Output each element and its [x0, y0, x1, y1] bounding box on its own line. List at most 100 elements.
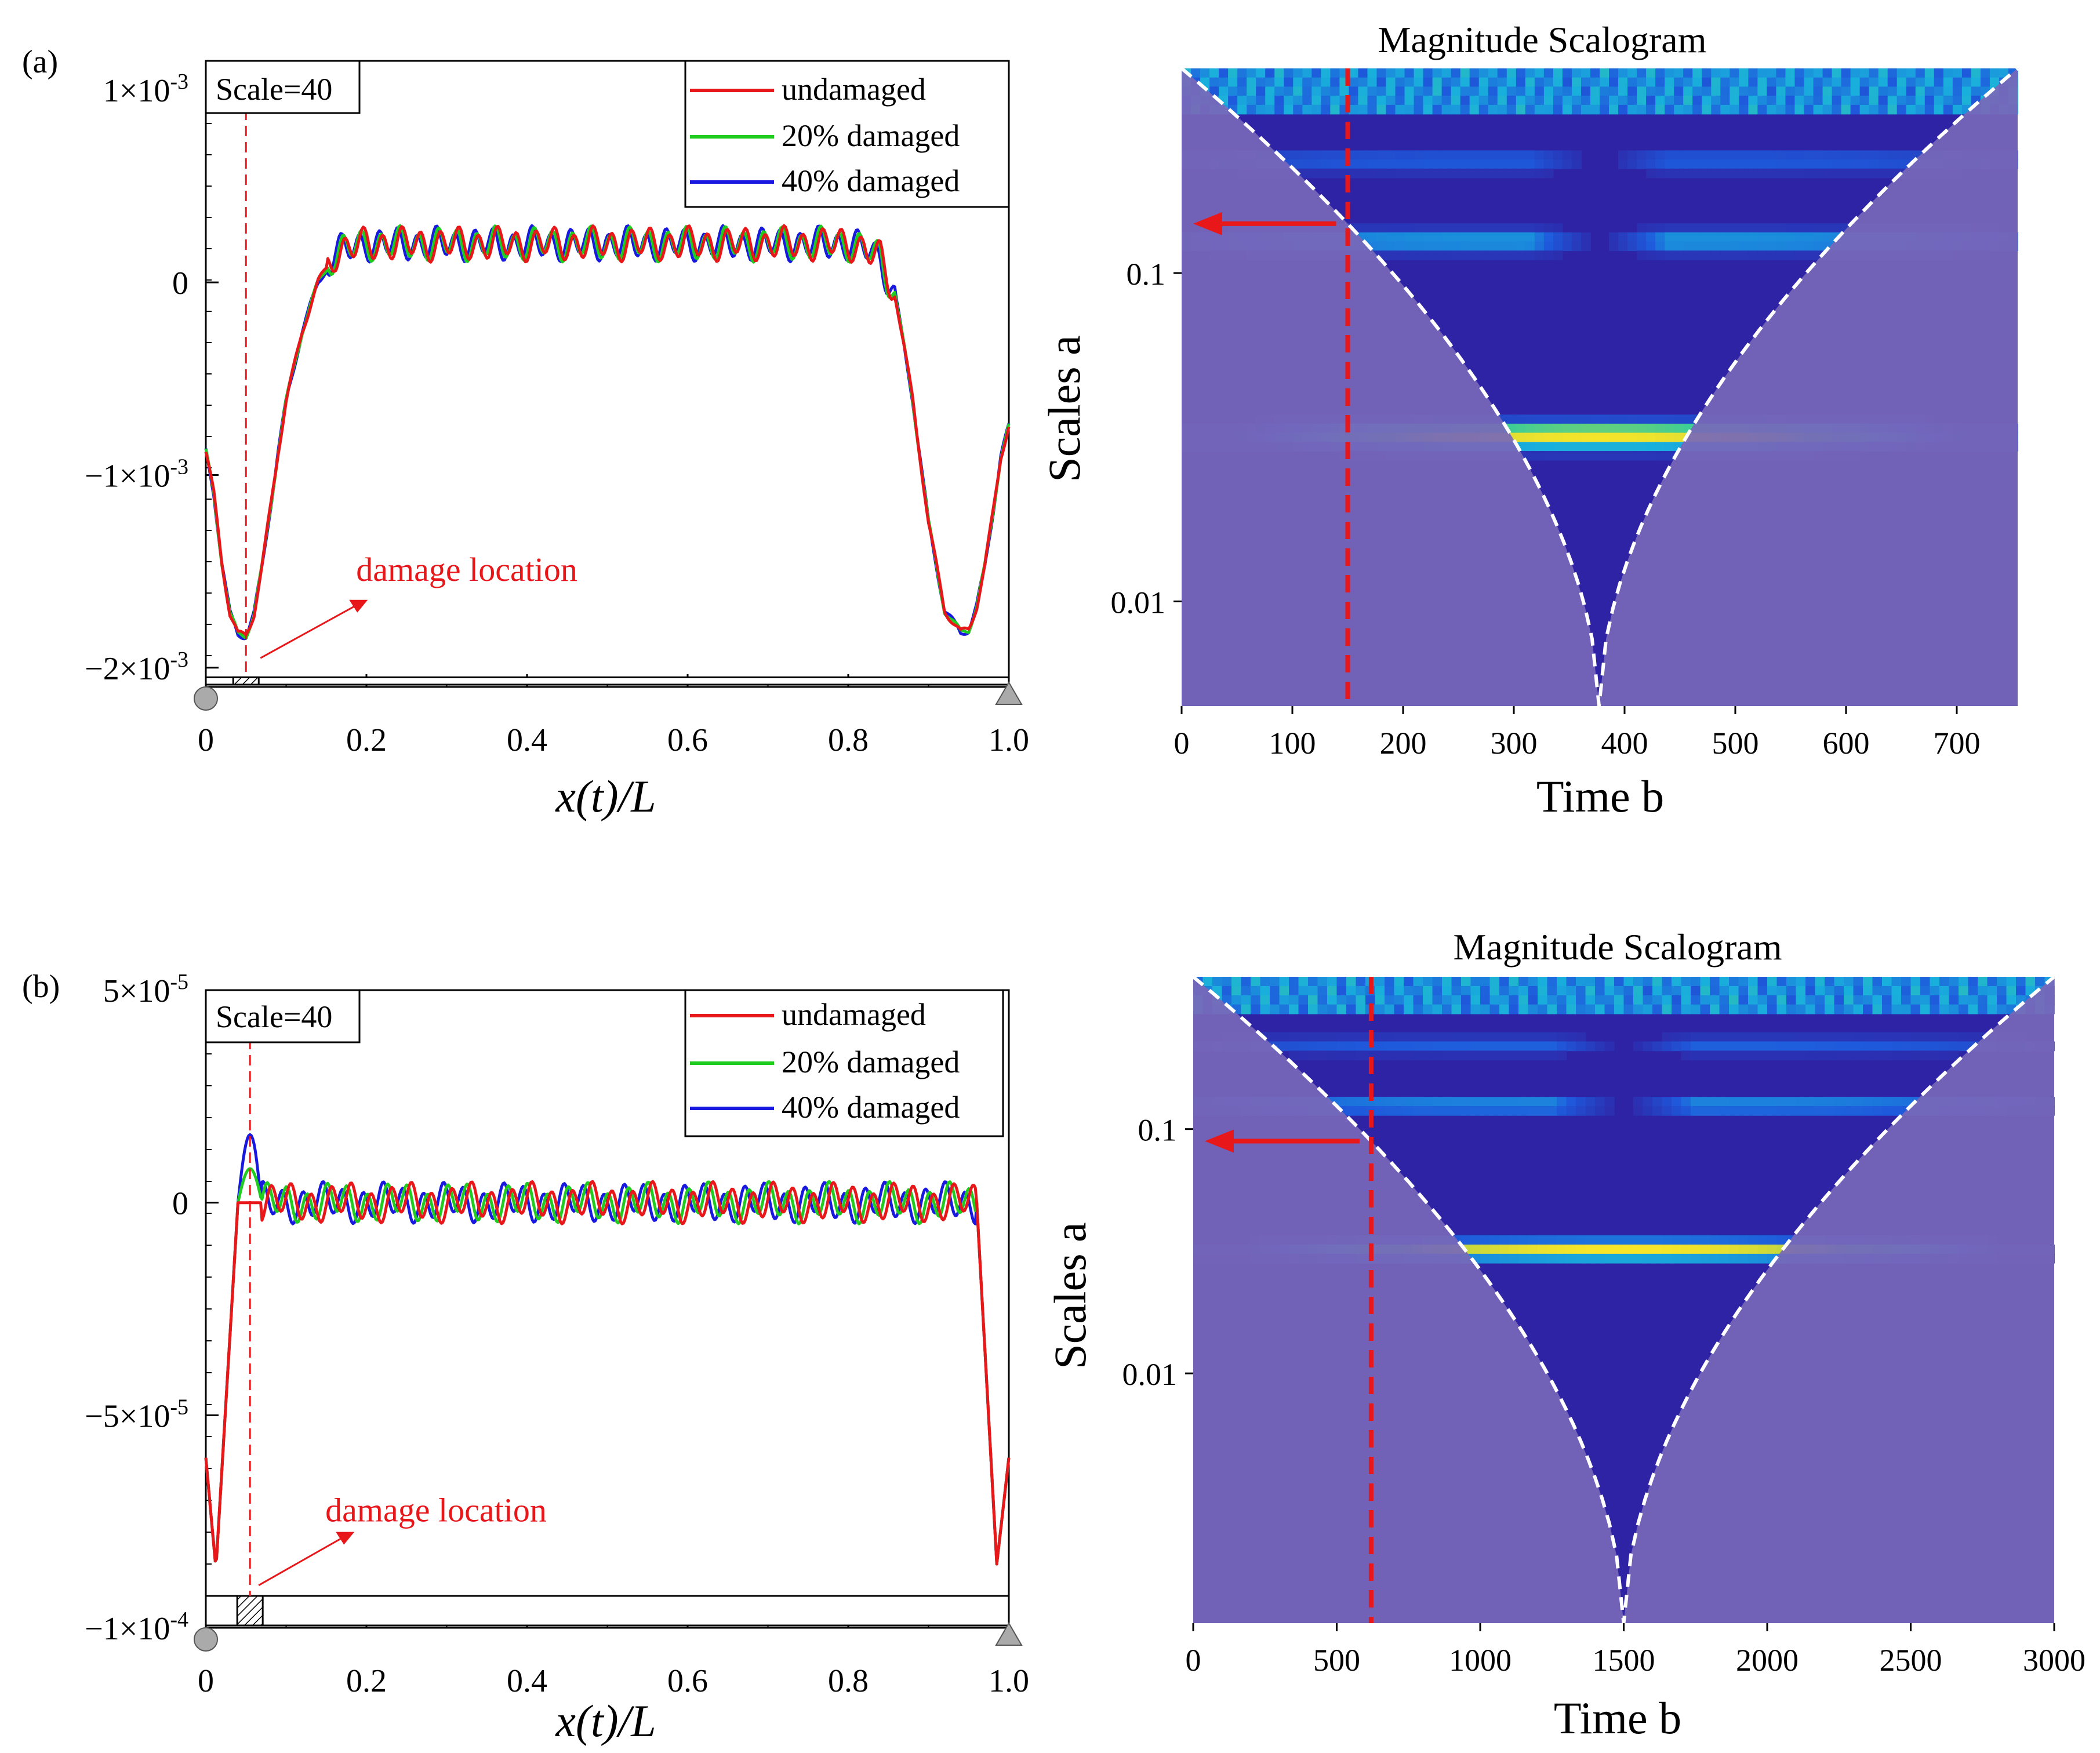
heat-cell-a-40-44: [1590, 432, 1600, 443]
heat-cell-a-41-39: [1543, 442, 1554, 452]
heat-cell-b-29-45: [1623, 1244, 1634, 1254]
heat-cell-a-3-46: [1609, 96, 1619, 106]
heat-cell-b-7-22: [1404, 1041, 1414, 1052]
heat-cell-b-1-60: [1767, 985, 1778, 996]
heat-cell-a-2-10: [1274, 86, 1285, 96]
heat-cell-b-7-34: [1518, 1041, 1529, 1052]
heat-cell-b-1-76: [1920, 985, 1931, 996]
heat-cell-a-18-55: [1692, 232, 1703, 242]
heat-cell-a-10-48: [1627, 159, 1637, 169]
heat-cell-b-29-37: [1547, 1244, 1557, 1254]
heat-cell-b-0-42: [1595, 977, 1605, 987]
heat-cell-b-28-38: [1557, 1235, 1567, 1245]
heat-cell-a-2-56: [1702, 86, 1712, 96]
heat-cell-b-1-79: [1949, 985, 1959, 996]
heat-cell-b-13-21: [1394, 1097, 1404, 1107]
heat-cell-a-18-52: [1665, 232, 1674, 242]
heat-cell-b-8-32: [1499, 1050, 1510, 1061]
heat-cell-b-6-71: [1872, 1032, 1883, 1042]
heat-cell-a-9-60: [1739, 150, 1749, 160]
heat-cell-b-14-56: [1729, 1106, 1739, 1116]
heat-cell-a-2-70: [1832, 86, 1842, 96]
heat-cell-b-3-8: [1270, 1004, 1280, 1014]
heat-cell-a-20-36: [1516, 250, 1526, 260]
heat-cell-a-1-40: [1553, 77, 1563, 88]
heat-cell-b-3-56: [1729, 1004, 1739, 1014]
heat-cell-a-42-51: [1655, 451, 1665, 461]
heat-cell-b-2-82: [1978, 995, 1988, 1005]
heat-cell-b-7-42: [1595, 1041, 1605, 1052]
heat-cell-a-0-19: [1358, 68, 1368, 78]
heat-cell-b-1-4: [1231, 985, 1242, 996]
heat-cell-b-2-78: [1939, 995, 1950, 1005]
y-tick-label-b-2: −5×10-5: [85, 1395, 188, 1434]
heat-cell-a-17-66: [1794, 223, 1805, 233]
heat-cell-a-4-67: [1804, 104, 1814, 115]
heat-cell-a-18-67: [1804, 232, 1814, 242]
heat-cell-a-2-13: [1302, 86, 1313, 96]
heat-cell-a-0-81: [1934, 68, 1944, 78]
heat-cell-b-2-71: [1872, 995, 1883, 1005]
heat-cell-b-1-56: [1729, 985, 1739, 996]
heat-cell-b-3-62: [1786, 1004, 1797, 1014]
heat-cell-b-3-33: [1509, 1004, 1519, 1014]
heat-cell-b-0-63: [1796, 977, 1806, 987]
inset-b: Scale=40: [205, 989, 361, 1043]
heat-cell-b-8-58: [1748, 1050, 1759, 1061]
heat-cell-b-0-68: [1844, 977, 1854, 987]
heat-cell-b-3-21: [1394, 1004, 1404, 1014]
heat-cell-a-11-26: [1423, 168, 1433, 179]
heat-cell-b-6-12: [1308, 1032, 1318, 1042]
heat-cell-b-0-48: [1652, 977, 1663, 987]
heat-cell-a-18-50: [1646, 232, 1656, 242]
heat-cell-a-3-67: [1804, 96, 1814, 106]
heat-cell-b-13-20: [1385, 1097, 1395, 1107]
heat-cell-b-6-61: [1776, 1032, 1787, 1042]
heat-cell-a-19-51: [1655, 241, 1665, 252]
heat-cell-a-11-36: [1516, 168, 1526, 179]
heat-cell-a-9-73: [1859, 150, 1870, 160]
heat-cell-b-2-26: [1442, 995, 1452, 1005]
heat-cell-a-9-70: [1832, 150, 1842, 160]
heat-cell-b-8-27: [1451, 1050, 1462, 1061]
heat-cell-b-7-38: [1557, 1041, 1567, 1052]
heat-cell-b-14-70: [1863, 1106, 1873, 1116]
heat-cell-a-38-54: [1683, 414, 1694, 424]
beam-damage-zone-a: [232, 676, 260, 686]
heat-cell-b-0-38: [1557, 977, 1567, 987]
heat-cell-a-0-42: [1571, 68, 1582, 78]
heat-cell-b-2-68: [1844, 995, 1854, 1005]
heat-cell-b-7-43: [1604, 1041, 1615, 1052]
heat-cell-a-1-46: [1609, 77, 1619, 88]
heat-cell-a-20-30: [1460, 250, 1470, 260]
heat-cell-a-3-13: [1302, 96, 1313, 106]
heat-cell-a-1-80: [1924, 77, 1935, 88]
heat-cell-a-20-56: [1702, 250, 1712, 260]
heat-cell-a-10-71: [1841, 159, 1851, 169]
heat-cell-a-4-41: [1562, 104, 1572, 115]
heat-cell-b-0-23: [1413, 977, 1423, 987]
heat-cell-a-4-79: [1915, 104, 1925, 115]
heat-cell-b-29-42: [1595, 1244, 1605, 1254]
heat-cell-b-2-20: [1385, 995, 1395, 1005]
heat-cell-a-1-6: [1237, 77, 1247, 88]
heat-cell-a-2-68: [1813, 86, 1823, 96]
heat-cell-a-3-61: [1748, 96, 1759, 106]
heat-cell-a-2-82: [1943, 86, 1953, 96]
heat-cell-b-0-75: [1910, 977, 1921, 987]
heat-cell-a-10-66: [1794, 159, 1805, 169]
heat-cell-a-18-33: [1488, 232, 1498, 242]
heat-cell-a-3-26: [1423, 96, 1433, 106]
heat-cell-b-0-76: [1920, 977, 1931, 987]
heat-cell-a-1-74: [1869, 77, 1879, 88]
heat-cell-b-8-33: [1509, 1050, 1519, 1061]
heat-cell-b-0-4: [1231, 977, 1242, 987]
heat-cell-a-19-39: [1543, 241, 1554, 252]
heat-cell-b-13-16: [1346, 1097, 1357, 1107]
heat-cell-a-20-24: [1404, 250, 1415, 260]
heat-cell-b-7-35: [1528, 1041, 1538, 1052]
heat-cell-a-3-74: [1869, 96, 1879, 106]
heat-cell-b-1-86: [2016, 985, 2026, 996]
heat-cell-a-1-26: [1423, 77, 1433, 88]
beam-a: [194, 676, 1023, 711]
